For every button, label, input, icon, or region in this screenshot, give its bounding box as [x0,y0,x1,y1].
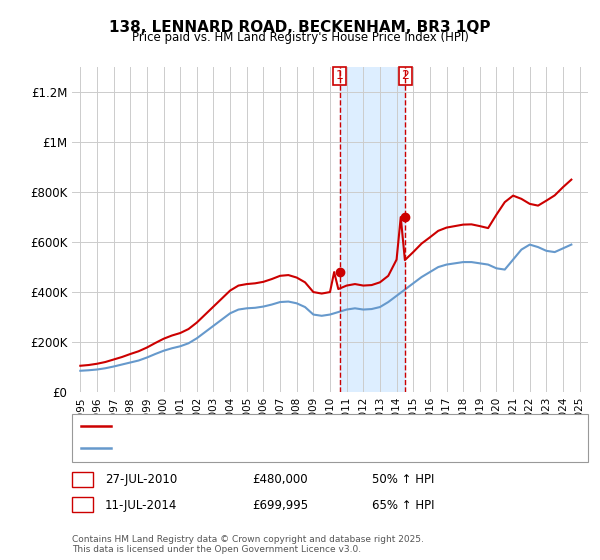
Text: 138, LENNARD ROAD, BECKENHAM, BR3 1QP: 138, LENNARD ROAD, BECKENHAM, BR3 1QP [109,20,491,35]
Text: 1: 1 [336,69,344,82]
Text: 138, LENNARD ROAD, BECKENHAM, BR3 1QP (semi-detached house): 138, LENNARD ROAD, BECKENHAM, BR3 1QP (s… [117,421,475,431]
Text: 27-JUL-2010: 27-JUL-2010 [105,473,177,487]
Text: 2: 2 [79,498,86,512]
Text: £480,000: £480,000 [252,473,308,487]
Text: Price paid vs. HM Land Registry's House Price Index (HPI): Price paid vs. HM Land Registry's House … [131,31,469,44]
Text: HPI: Average price, semi-detached house, Bromley: HPI: Average price, semi-detached house,… [117,443,382,453]
Text: £699,995: £699,995 [252,498,308,512]
Bar [340,67,406,392]
Text: 2: 2 [401,69,409,82]
Text: 65% ↑ HPI: 65% ↑ HPI [372,498,434,512]
Text: 50% ↑ HPI: 50% ↑ HPI [372,473,434,487]
Text: 11-JUL-2014: 11-JUL-2014 [105,498,178,512]
Text: Contains HM Land Registry data © Crown copyright and database right 2025.
This d: Contains HM Land Registry data © Crown c… [72,535,424,554]
Text: 1: 1 [79,473,86,487]
